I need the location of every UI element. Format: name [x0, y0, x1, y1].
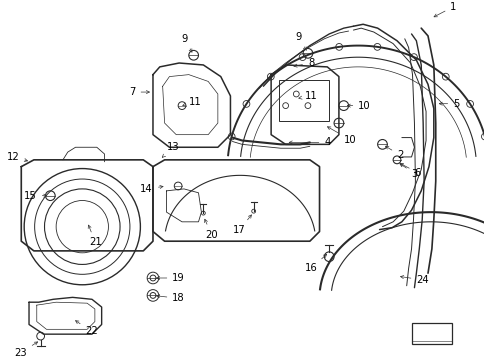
Text: 4: 4	[289, 138, 331, 147]
Text: 10: 10	[327, 127, 356, 145]
Text: 8: 8	[294, 58, 314, 68]
Text: 20: 20	[205, 219, 218, 239]
Text: 16: 16	[305, 254, 327, 274]
Text: 9: 9	[181, 33, 192, 52]
Text: 18: 18	[156, 293, 185, 303]
Bar	[279, 80, 329, 121]
Text: 2: 2	[386, 146, 403, 160]
Text: 19: 19	[156, 273, 185, 283]
Text: 24: 24	[400, 275, 429, 285]
Text: 23: 23	[15, 342, 38, 358]
Text: 6: 6	[400, 163, 421, 177]
Text: 11: 11	[299, 91, 318, 101]
Text: 21: 21	[88, 225, 102, 247]
Text: 3: 3	[400, 164, 418, 179]
Text: 10: 10	[347, 101, 371, 111]
Text: 17: 17	[233, 215, 251, 235]
Text: 14: 14	[140, 184, 163, 194]
Text: 5: 5	[440, 99, 460, 109]
Text: 12: 12	[6, 152, 27, 162]
Text: 1: 1	[434, 2, 457, 17]
Bar	[412, 323, 452, 344]
Text: 11: 11	[183, 97, 201, 107]
Text: 13: 13	[162, 142, 179, 157]
Text: 22: 22	[75, 321, 98, 336]
Text: 15: 15	[24, 191, 47, 201]
Text: 7: 7	[129, 87, 149, 97]
Text: 9: 9	[296, 32, 306, 50]
